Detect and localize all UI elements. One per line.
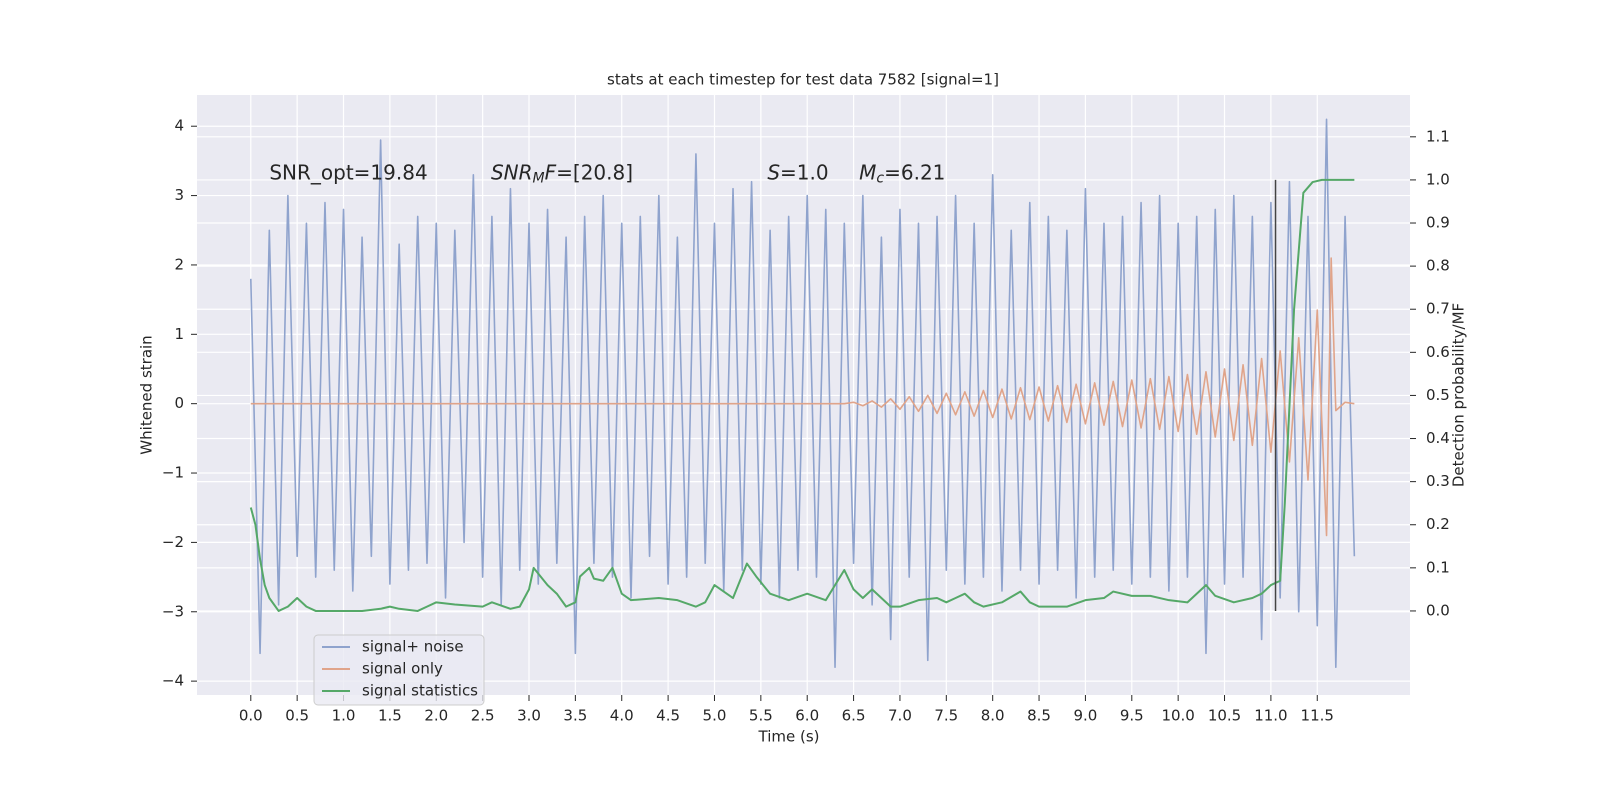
legend-box: [313, 634, 485, 706]
legend-label: signal+ noise: [362, 638, 464, 656]
annotation: SNRMF=[20.8]: [491, 160, 633, 187]
y-tick-label: −4: [162, 672, 184, 690]
y-tick-label: 1: [174, 325, 184, 343]
x-tick-label: 0.0: [239, 707, 263, 725]
y2-tick-label: 0.4: [1426, 429, 1450, 447]
y-tick-label: 4: [174, 117, 184, 135]
x-tick-label: 6.0: [795, 707, 819, 725]
y-axis-label: Whitened strain: [138, 335, 156, 454]
x-tick-label: 6.5: [842, 707, 866, 725]
x-tick-label: 5.5: [749, 707, 773, 725]
x-tick-label: 3.5: [563, 707, 587, 725]
x-tick-label: 4.0: [610, 707, 634, 725]
annotation-part: =1.0: [780, 160, 829, 184]
y2-tick-label: 0.0: [1426, 601, 1450, 619]
annotation-part: F: [545, 160, 557, 184]
y2-tick-label: 0.9: [1426, 214, 1450, 232]
y-tick-label: 0: [174, 394, 184, 412]
y-tick-label: −3: [162, 602, 184, 620]
x-tick-label: 5.0: [703, 707, 727, 725]
annotation: S=1.0: [767, 160, 828, 184]
x-tick-label: 7.0: [888, 707, 912, 725]
x-tick-label: 10.0: [1161, 707, 1194, 725]
x-tick-label: 3.0: [517, 707, 541, 725]
y2-tick-label: 0.1: [1426, 558, 1450, 576]
legend-label: signal only: [362, 660, 443, 678]
y2-tick-label: 0.3: [1426, 472, 1450, 490]
x-tick-label: 2.5: [471, 707, 495, 725]
legend-label: signal statistics: [362, 682, 478, 700]
x-tick-label: 11.5: [1301, 707, 1334, 725]
chart-title: stats at each timestep for test data 758…: [607, 71, 999, 89]
series-line: [249, 118, 1356, 669]
y2-tick-label: 0.7: [1426, 300, 1450, 318]
x-tick-label: 1.0: [332, 707, 356, 725]
y-tick-label: −2: [162, 533, 184, 551]
x-tick-label: 1.5: [378, 707, 402, 725]
x-tick-label: 8.5: [1027, 707, 1051, 725]
annotation-part: SNR_opt=19.84: [269, 160, 427, 184]
x-tick-label: 8.0: [981, 707, 1005, 725]
y2-tick-label: 1.0: [1426, 170, 1450, 188]
x-tick-label: 11.0: [1254, 707, 1287, 725]
x-tick-label: 9.0: [1073, 707, 1097, 725]
annotation: SNR_opt=19.84: [269, 160, 427, 184]
annotation-part: c: [876, 170, 884, 186]
y2-tick-label: 0.8: [1426, 257, 1450, 275]
y-tick-label: 2: [174, 255, 184, 273]
y2-axis-label: Detection probability/MF: [1450, 303, 1468, 487]
x-tick-label: 4.5: [656, 707, 680, 725]
x-tick-label: 7.5: [934, 707, 958, 725]
annotation-part: M: [533, 170, 545, 186]
series-line: [249, 178, 1355, 612]
x-tick-label: 0.5: [285, 707, 309, 725]
annotation-part: S: [767, 160, 780, 184]
y-tick-label: −1: [162, 464, 184, 482]
annotation-part: SNR: [491, 160, 533, 184]
x-tick-label: 2.0: [424, 707, 448, 725]
annotation-part: M: [859, 160, 876, 184]
y2-tick-label: 0.2: [1426, 515, 1450, 533]
y2-tick-label: 0.5: [1426, 386, 1450, 404]
annotation-part: =[20.8]: [556, 160, 633, 184]
annotation: Mc=6.21: [859, 160, 945, 187]
x-tick-label: 10.5: [1208, 707, 1241, 725]
y-tick-label: 3: [174, 186, 184, 204]
y2-tick-label: 0.6: [1426, 343, 1450, 361]
x-tick-label: 9.5: [1120, 707, 1144, 725]
y2-tick-label: 1.1: [1426, 127, 1450, 145]
annotation-part: =6.21: [884, 160, 945, 184]
x-axis-label: Time (s): [758, 728, 820, 746]
